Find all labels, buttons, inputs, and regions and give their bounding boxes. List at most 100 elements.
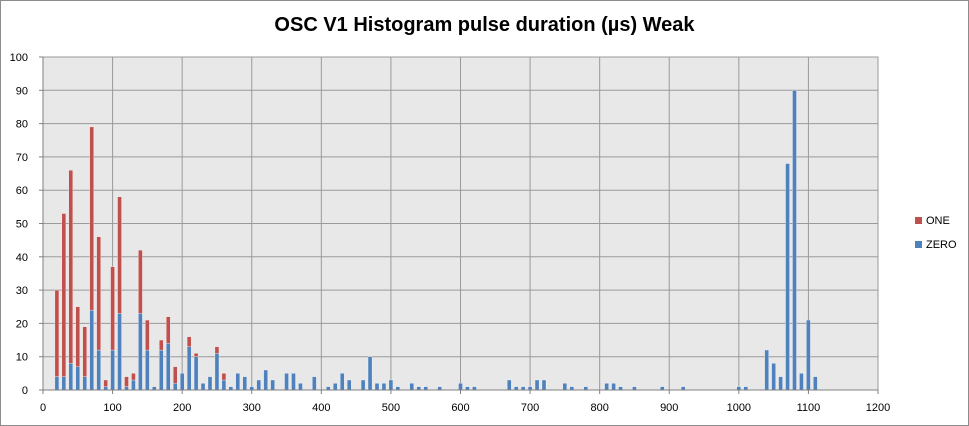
legend-label-one: ONE (926, 215, 950, 227)
bar-one (131, 373, 136, 381)
bar-zero (388, 379, 394, 391)
x-tick-label: 400 (312, 402, 330, 414)
bar-zero (312, 376, 317, 391)
legend: ONE ZERO (915, 215, 957, 251)
legend-swatch-one (915, 217, 922, 224)
bar-zero (180, 373, 185, 391)
bar-zero (291, 373, 296, 391)
bar-zero (159, 349, 164, 391)
bar-zero (778, 376, 783, 391)
x-tick-label: 0 (40, 402, 46, 414)
bar-zero (256, 379, 261, 391)
bar-one (221, 373, 227, 381)
bar-zero (54, 376, 60, 391)
bar-zero (96, 349, 101, 391)
bar-zero (507, 379, 512, 391)
bar-zero (131, 379, 136, 391)
y-tick-label: 30 (16, 285, 28, 297)
bar-one (124, 376, 129, 387)
x-tick-label: 1000 (727, 402, 751, 414)
bar-zero (263, 369, 268, 391)
y-tick-label: 20 (16, 318, 28, 330)
bar-one (159, 339, 164, 351)
x-tick-label: 200 (173, 402, 191, 414)
x-tick-label: 1200 (866, 402, 890, 414)
x-tick-label: 600 (451, 402, 469, 414)
bar-zero (541, 379, 547, 391)
bar-zero (534, 379, 540, 391)
x-tick-label: 100 (103, 402, 121, 414)
bar-zero (270, 379, 275, 391)
bar-zero (367, 356, 373, 391)
bar-zero (186, 346, 192, 391)
bar-zero (284, 373, 289, 391)
bar-one (186, 336, 192, 347)
bar-zero (458, 383, 463, 391)
bar-zero (110, 349, 115, 391)
bar-zero (89, 309, 94, 391)
bar-zero (333, 383, 338, 391)
bar-zero (235, 373, 240, 391)
bar-zero (138, 313, 143, 391)
bar-one (61, 213, 67, 377)
bar-zero (360, 379, 366, 391)
bar-zero (764, 349, 769, 391)
y-tick-label: 40 (16, 252, 28, 264)
y-tick-label: 90 (16, 85, 28, 97)
bar-zero (792, 90, 797, 391)
bar-zero (562, 383, 568, 391)
bar-zero (61, 376, 67, 391)
bar-zero (381, 383, 387, 391)
y-tick-label: 80 (16, 119, 28, 131)
bar-zero (409, 383, 414, 391)
x-tick-label: 500 (382, 402, 400, 414)
y-tick-label: 10 (16, 352, 28, 364)
bar-one (75, 306, 80, 367)
bar-one (89, 126, 94, 311)
y-tick-label: 100 (10, 52, 28, 64)
bar-zero (75, 366, 80, 391)
legend-swatch-zero (915, 241, 922, 248)
bar-zero (207, 376, 213, 391)
bar-zero (298, 383, 303, 391)
bar-one (96, 236, 101, 351)
bar-one (110, 266, 115, 351)
grid-lines (43, 56, 879, 390)
bar-one (68, 170, 73, 364)
x-tick-label: 700 (521, 402, 539, 414)
y-tick-label: 0 (22, 385, 28, 397)
bar-one (214, 346, 220, 354)
bar-zero (117, 313, 122, 391)
x-tick-label: 300 (243, 402, 261, 414)
bar-zero (604, 383, 609, 391)
bar-zero (611, 383, 616, 391)
x-axis: 0 100 200 300 400 500 600 700 800 900 1000 1100 1200 (40, 389, 890, 414)
bar-zero (771, 363, 776, 391)
bar-one (117, 196, 122, 314)
x-tick-label: 800 (590, 402, 608, 414)
bar-one (166, 316, 171, 344)
bar-zero (374, 383, 380, 391)
bar-zero (221, 379, 227, 391)
chart-title: OSC V1 Histogram pulse duration (µs) Wea… (274, 14, 695, 36)
bar-zero (82, 376, 87, 391)
bar-one (82, 326, 87, 377)
bar-one (145, 319, 150, 351)
bar-zero (785, 163, 790, 391)
bar-one (54, 289, 60, 377)
bar-zero (214, 353, 220, 391)
bar-zero (200, 383, 206, 391)
bar-one (173, 366, 178, 384)
bar-one (138, 249, 143, 314)
bar-zero (813, 376, 818, 391)
bar-zero (340, 373, 345, 391)
bar-zero (799, 373, 804, 391)
y-tick-label: 50 (16, 219, 28, 231)
bar-zero (173, 383, 178, 391)
bar-one (103, 379, 108, 387)
bar-one (193, 353, 199, 357)
bar-zero (145, 349, 150, 391)
bars (54, 90, 818, 391)
x-tick-label: 1100 (797, 402, 821, 414)
